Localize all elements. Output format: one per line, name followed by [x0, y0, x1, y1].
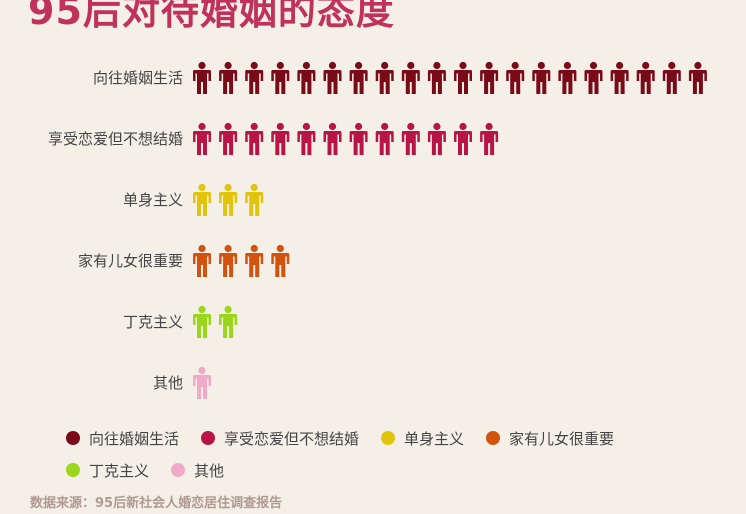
person-icon [245, 61, 264, 94]
legend-swatch [201, 431, 216, 445]
pictogram-row [193, 122, 499, 155]
category-label: 其他 [153, 374, 183, 392]
person-icon [427, 61, 446, 94]
person-icon [349, 61, 368, 94]
person-icon [193, 305, 211, 338]
person-icon [532, 61, 551, 94]
person-icon [219, 122, 238, 155]
person-icon [558, 61, 577, 94]
source-note: 数据来源：95后新社会人婚恋居住调查报告 [30, 496, 283, 511]
legend-item: 其他 [171, 460, 224, 480]
person-icon [323, 122, 342, 155]
person-icon [375, 122, 394, 155]
legend-swatch [66, 431, 80, 445]
person-icon [245, 183, 264, 216]
person-icon [323, 61, 342, 94]
person-icon [219, 183, 238, 216]
pictogram-row [193, 244, 290, 277]
person-icon [636, 61, 655, 94]
page-title: 95后对待婚姻的态度 [28, 0, 395, 33]
person-icon [219, 244, 238, 277]
person-icon [245, 122, 264, 155]
person-icon [584, 61, 603, 94]
person-icon [375, 61, 394, 94]
person-icon [427, 122, 446, 155]
legend-swatch [66, 463, 80, 477]
person-icon [454, 122, 472, 155]
legend-swatch [486, 431, 501, 445]
person-icon [193, 61, 211, 94]
legend-item: 家有儿女很重要 [486, 428, 614, 448]
person-icon [271, 244, 290, 277]
person-icon [688, 61, 707, 94]
person-icon [454, 61, 472, 94]
person-icon [297, 122, 316, 155]
person-icon [480, 122, 499, 155]
pictogram-row [193, 183, 264, 216]
pictogram-row [193, 305, 238, 338]
category-label: 享受恋爱但不想结婚 [48, 130, 183, 148]
category-label: 向往婚姻生活 [93, 69, 183, 87]
legend-item: 享受恋爱但不想结婚 [201, 428, 359, 448]
legend-label: 向往婚姻生活 [89, 429, 180, 448]
person-icon [480, 61, 499, 94]
person-icon [662, 61, 681, 94]
person-icon [297, 61, 316, 94]
person-icon [193, 244, 211, 277]
legend-label: 丁克主义 [89, 461, 150, 480]
pictogram-row [193, 366, 211, 399]
category-label: 家有儿女很重要 [78, 252, 183, 270]
legend-item: 向往婚姻生活 [66, 428, 179, 448]
person-icon [506, 61, 525, 94]
legend-item: 丁克主义 [66, 460, 149, 480]
person-icon [193, 366, 211, 399]
person-icon [219, 61, 238, 94]
legend-swatch [381, 431, 396, 445]
category-label: 丁克主义 [123, 313, 183, 331]
pictogram-row [193, 61, 707, 94]
legend-swatch [171, 463, 186, 477]
person-icon [271, 61, 290, 94]
person-icon [219, 305, 238, 338]
person-icon [401, 122, 420, 155]
person-icon [193, 183, 211, 216]
person-icon [245, 244, 264, 277]
legend-label: 单身主义 [404, 429, 465, 448]
legend-label: 家有儿女很重要 [509, 429, 615, 448]
person-icon [610, 61, 629, 94]
legend-label: 享受恋爱但不想结婚 [224, 429, 360, 448]
person-icon [349, 122, 368, 155]
category-label: 单身主义 [123, 191, 183, 209]
legend: 向往婚姻生活 享受恋爱但不想结婚 单身主义 家有儿女很重要丁克主义 其他 [66, 428, 706, 480]
legend-item: 单身主义 [381, 428, 464, 448]
legend-label: 其他 [194, 461, 225, 480]
person-icon [193, 122, 211, 155]
person-icon [401, 61, 420, 94]
person-icon [271, 122, 290, 155]
